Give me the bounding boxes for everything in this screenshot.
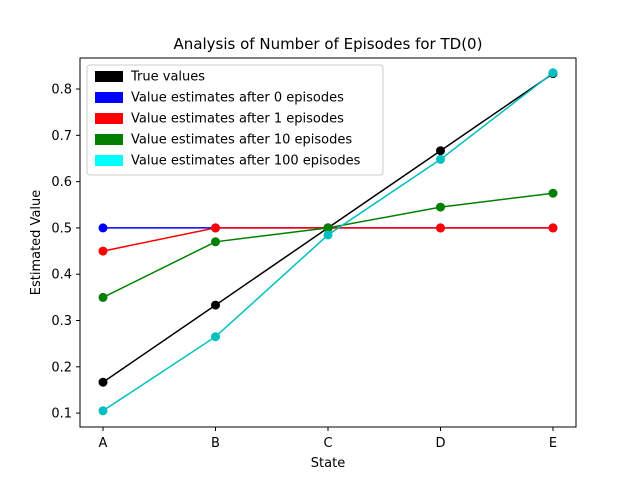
x-tick-label: E bbox=[549, 436, 557, 451]
x-tick-label: D bbox=[435, 436, 445, 451]
x-axis: A B C D E bbox=[99, 427, 557, 451]
series-4-point bbox=[211, 332, 220, 342]
series-2-point bbox=[436, 223, 445, 233]
series-2-point bbox=[211, 223, 220, 233]
series-4-point bbox=[98, 406, 108, 416]
series-0-point bbox=[436, 146, 445, 156]
y-tick-label: 0.5 bbox=[51, 221, 72, 236]
legend-entry: Value estimates after 100 episodes bbox=[131, 154, 361, 169]
x-axis-label: State bbox=[311, 456, 345, 471]
y-tick-label: 0.2 bbox=[51, 360, 72, 375]
series-3-point bbox=[323, 223, 333, 233]
legend-swatch bbox=[95, 71, 123, 82]
series-2-point bbox=[548, 223, 558, 233]
chart-title: Analysis of Number of Episodes for TD(0) bbox=[174, 35, 483, 53]
y-axis: 0.1 0.2 0.3 0.4 0.5 0.6 0.7 0.8 bbox=[51, 83, 80, 422]
series-1-point bbox=[98, 223, 108, 233]
legend-entry: True values bbox=[130, 70, 205, 85]
y-tick-label: 0.1 bbox=[51, 407, 72, 422]
x-tick-label: B bbox=[211, 436, 220, 451]
y-tick-label: 0.8 bbox=[51, 83, 72, 98]
y-axis-label: Estimated Value bbox=[29, 190, 44, 296]
y-tick-label: 0.3 bbox=[51, 314, 72, 329]
x-tick-label: C bbox=[323, 436, 332, 451]
series-3-point bbox=[211, 237, 220, 247]
series-3-point bbox=[98, 292, 108, 302]
series-0-point bbox=[98, 377, 108, 387]
series-4-point bbox=[436, 154, 445, 164]
legend-entry: Value estimates after 10 episodes bbox=[131, 133, 352, 148]
legend: True values Value estimates after 0 episo… bbox=[86, 64, 384, 176]
series-3-point bbox=[436, 202, 445, 212]
series-3-point bbox=[548, 188, 558, 198]
series-line-3 bbox=[102, 192, 554, 299]
plot-area bbox=[98, 68, 558, 416]
legend-swatch bbox=[95, 113, 123, 124]
series-2-point bbox=[98, 246, 108, 256]
y-tick-label: 0.6 bbox=[51, 175, 72, 190]
legend-entry: Value estimates after 1 episodes bbox=[131, 112, 344, 127]
legend-box bbox=[86, 64, 384, 176]
legend-swatch bbox=[95, 134, 123, 145]
legend-entry: Value estimates after 0 episodes bbox=[131, 91, 344, 106]
x-tick-label: A bbox=[99, 436, 108, 451]
series-4-point bbox=[323, 230, 333, 240]
series-0-point bbox=[211, 300, 220, 310]
series-4-point bbox=[548, 68, 558, 78]
y-tick-label: 0.7 bbox=[51, 129, 72, 144]
legend-swatch bbox=[95, 92, 123, 103]
y-tick-label: 0.4 bbox=[51, 268, 72, 283]
legend-swatch bbox=[95, 155, 123, 166]
